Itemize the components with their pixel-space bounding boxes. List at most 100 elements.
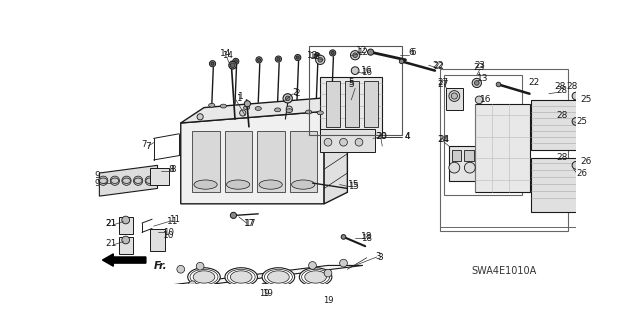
Text: 8: 8 bbox=[168, 165, 174, 174]
Bar bbox=[531, 158, 577, 211]
Text: 6: 6 bbox=[409, 48, 415, 57]
Text: Fr.: Fr. bbox=[154, 261, 167, 271]
Text: 21: 21 bbox=[106, 239, 116, 248]
Text: 20: 20 bbox=[377, 132, 388, 141]
Bar bbox=[326, 81, 340, 127]
Text: 13: 13 bbox=[308, 52, 319, 61]
Ellipse shape bbox=[268, 271, 289, 283]
Ellipse shape bbox=[275, 108, 281, 112]
Circle shape bbox=[122, 216, 130, 224]
Text: 4: 4 bbox=[404, 132, 410, 141]
Text: 11: 11 bbox=[169, 215, 180, 224]
Circle shape bbox=[261, 283, 268, 289]
Text: 23: 23 bbox=[474, 62, 485, 70]
Ellipse shape bbox=[123, 178, 131, 183]
Circle shape bbox=[367, 49, 374, 55]
Text: 1: 1 bbox=[237, 92, 243, 100]
Bar bbox=[193, 131, 220, 192]
Ellipse shape bbox=[194, 180, 217, 189]
Text: 4: 4 bbox=[404, 132, 410, 141]
Bar bbox=[119, 237, 132, 254]
Circle shape bbox=[572, 92, 580, 100]
Circle shape bbox=[330, 50, 336, 56]
Circle shape bbox=[472, 78, 481, 87]
Text: 2: 2 bbox=[294, 89, 300, 98]
Text: 19: 19 bbox=[259, 289, 269, 298]
Circle shape bbox=[308, 262, 316, 269]
Circle shape bbox=[572, 118, 580, 125]
Bar bbox=[320, 129, 374, 152]
Circle shape bbox=[229, 61, 237, 69]
Text: 17: 17 bbox=[244, 219, 256, 227]
Ellipse shape bbox=[259, 180, 282, 189]
Circle shape bbox=[324, 138, 332, 146]
Polygon shape bbox=[173, 265, 363, 285]
Text: 13: 13 bbox=[307, 51, 318, 60]
Circle shape bbox=[399, 59, 404, 64]
Ellipse shape bbox=[305, 110, 312, 114]
Text: 28: 28 bbox=[556, 111, 568, 120]
Circle shape bbox=[257, 58, 260, 61]
Text: 10: 10 bbox=[163, 228, 174, 237]
Circle shape bbox=[474, 81, 479, 85]
Text: 9: 9 bbox=[94, 171, 100, 180]
Circle shape bbox=[239, 110, 246, 116]
Text: 22: 22 bbox=[529, 78, 540, 87]
Circle shape bbox=[275, 56, 282, 62]
Ellipse shape bbox=[146, 178, 154, 183]
Text: 7: 7 bbox=[141, 140, 147, 149]
Bar bbox=[364, 81, 378, 127]
Bar bbox=[465, 150, 474, 161]
Bar bbox=[308, 46, 402, 135]
Text: 13: 13 bbox=[477, 74, 489, 83]
Text: 12: 12 bbox=[356, 48, 367, 57]
Text: 22: 22 bbox=[433, 61, 444, 70]
Ellipse shape bbox=[230, 271, 252, 283]
Polygon shape bbox=[324, 96, 348, 204]
Text: 24: 24 bbox=[437, 136, 448, 145]
Ellipse shape bbox=[209, 103, 215, 107]
Circle shape bbox=[209, 61, 216, 67]
Circle shape bbox=[197, 114, 204, 120]
Circle shape bbox=[317, 293, 323, 299]
Circle shape bbox=[340, 138, 348, 146]
Circle shape bbox=[286, 106, 292, 112]
Circle shape bbox=[230, 212, 237, 219]
Bar bbox=[320, 77, 382, 135]
Circle shape bbox=[110, 176, 120, 185]
Ellipse shape bbox=[317, 111, 323, 115]
Bar bbox=[449, 146, 476, 181]
Circle shape bbox=[572, 161, 580, 169]
Circle shape bbox=[233, 58, 239, 64]
Circle shape bbox=[277, 57, 280, 61]
Polygon shape bbox=[180, 111, 324, 204]
Text: 28: 28 bbox=[557, 86, 568, 95]
Text: 12: 12 bbox=[356, 46, 368, 55]
Polygon shape bbox=[99, 165, 157, 196]
Circle shape bbox=[99, 176, 108, 185]
Bar bbox=[345, 81, 359, 127]
Text: 23: 23 bbox=[474, 63, 485, 72]
Bar bbox=[119, 217, 132, 234]
Circle shape bbox=[496, 82, 501, 87]
Text: 9: 9 bbox=[94, 179, 100, 188]
Text: 27: 27 bbox=[437, 80, 449, 89]
Text: 14: 14 bbox=[221, 51, 233, 60]
Text: 27: 27 bbox=[437, 78, 448, 87]
Text: 10: 10 bbox=[163, 231, 175, 240]
Text: 25: 25 bbox=[580, 95, 592, 104]
Circle shape bbox=[353, 53, 358, 57]
FancyArrow shape bbox=[102, 254, 146, 266]
Text: 5: 5 bbox=[349, 78, 354, 87]
Circle shape bbox=[331, 51, 334, 55]
Circle shape bbox=[316, 55, 319, 57]
Ellipse shape bbox=[227, 180, 250, 189]
Text: 26: 26 bbox=[576, 168, 587, 178]
Text: 3: 3 bbox=[376, 252, 381, 262]
Text: 16: 16 bbox=[361, 68, 372, 77]
Bar bbox=[446, 88, 463, 110]
Text: 18: 18 bbox=[361, 233, 372, 241]
Bar bbox=[150, 168, 169, 185]
Text: 24: 24 bbox=[438, 136, 450, 145]
Circle shape bbox=[145, 176, 154, 185]
